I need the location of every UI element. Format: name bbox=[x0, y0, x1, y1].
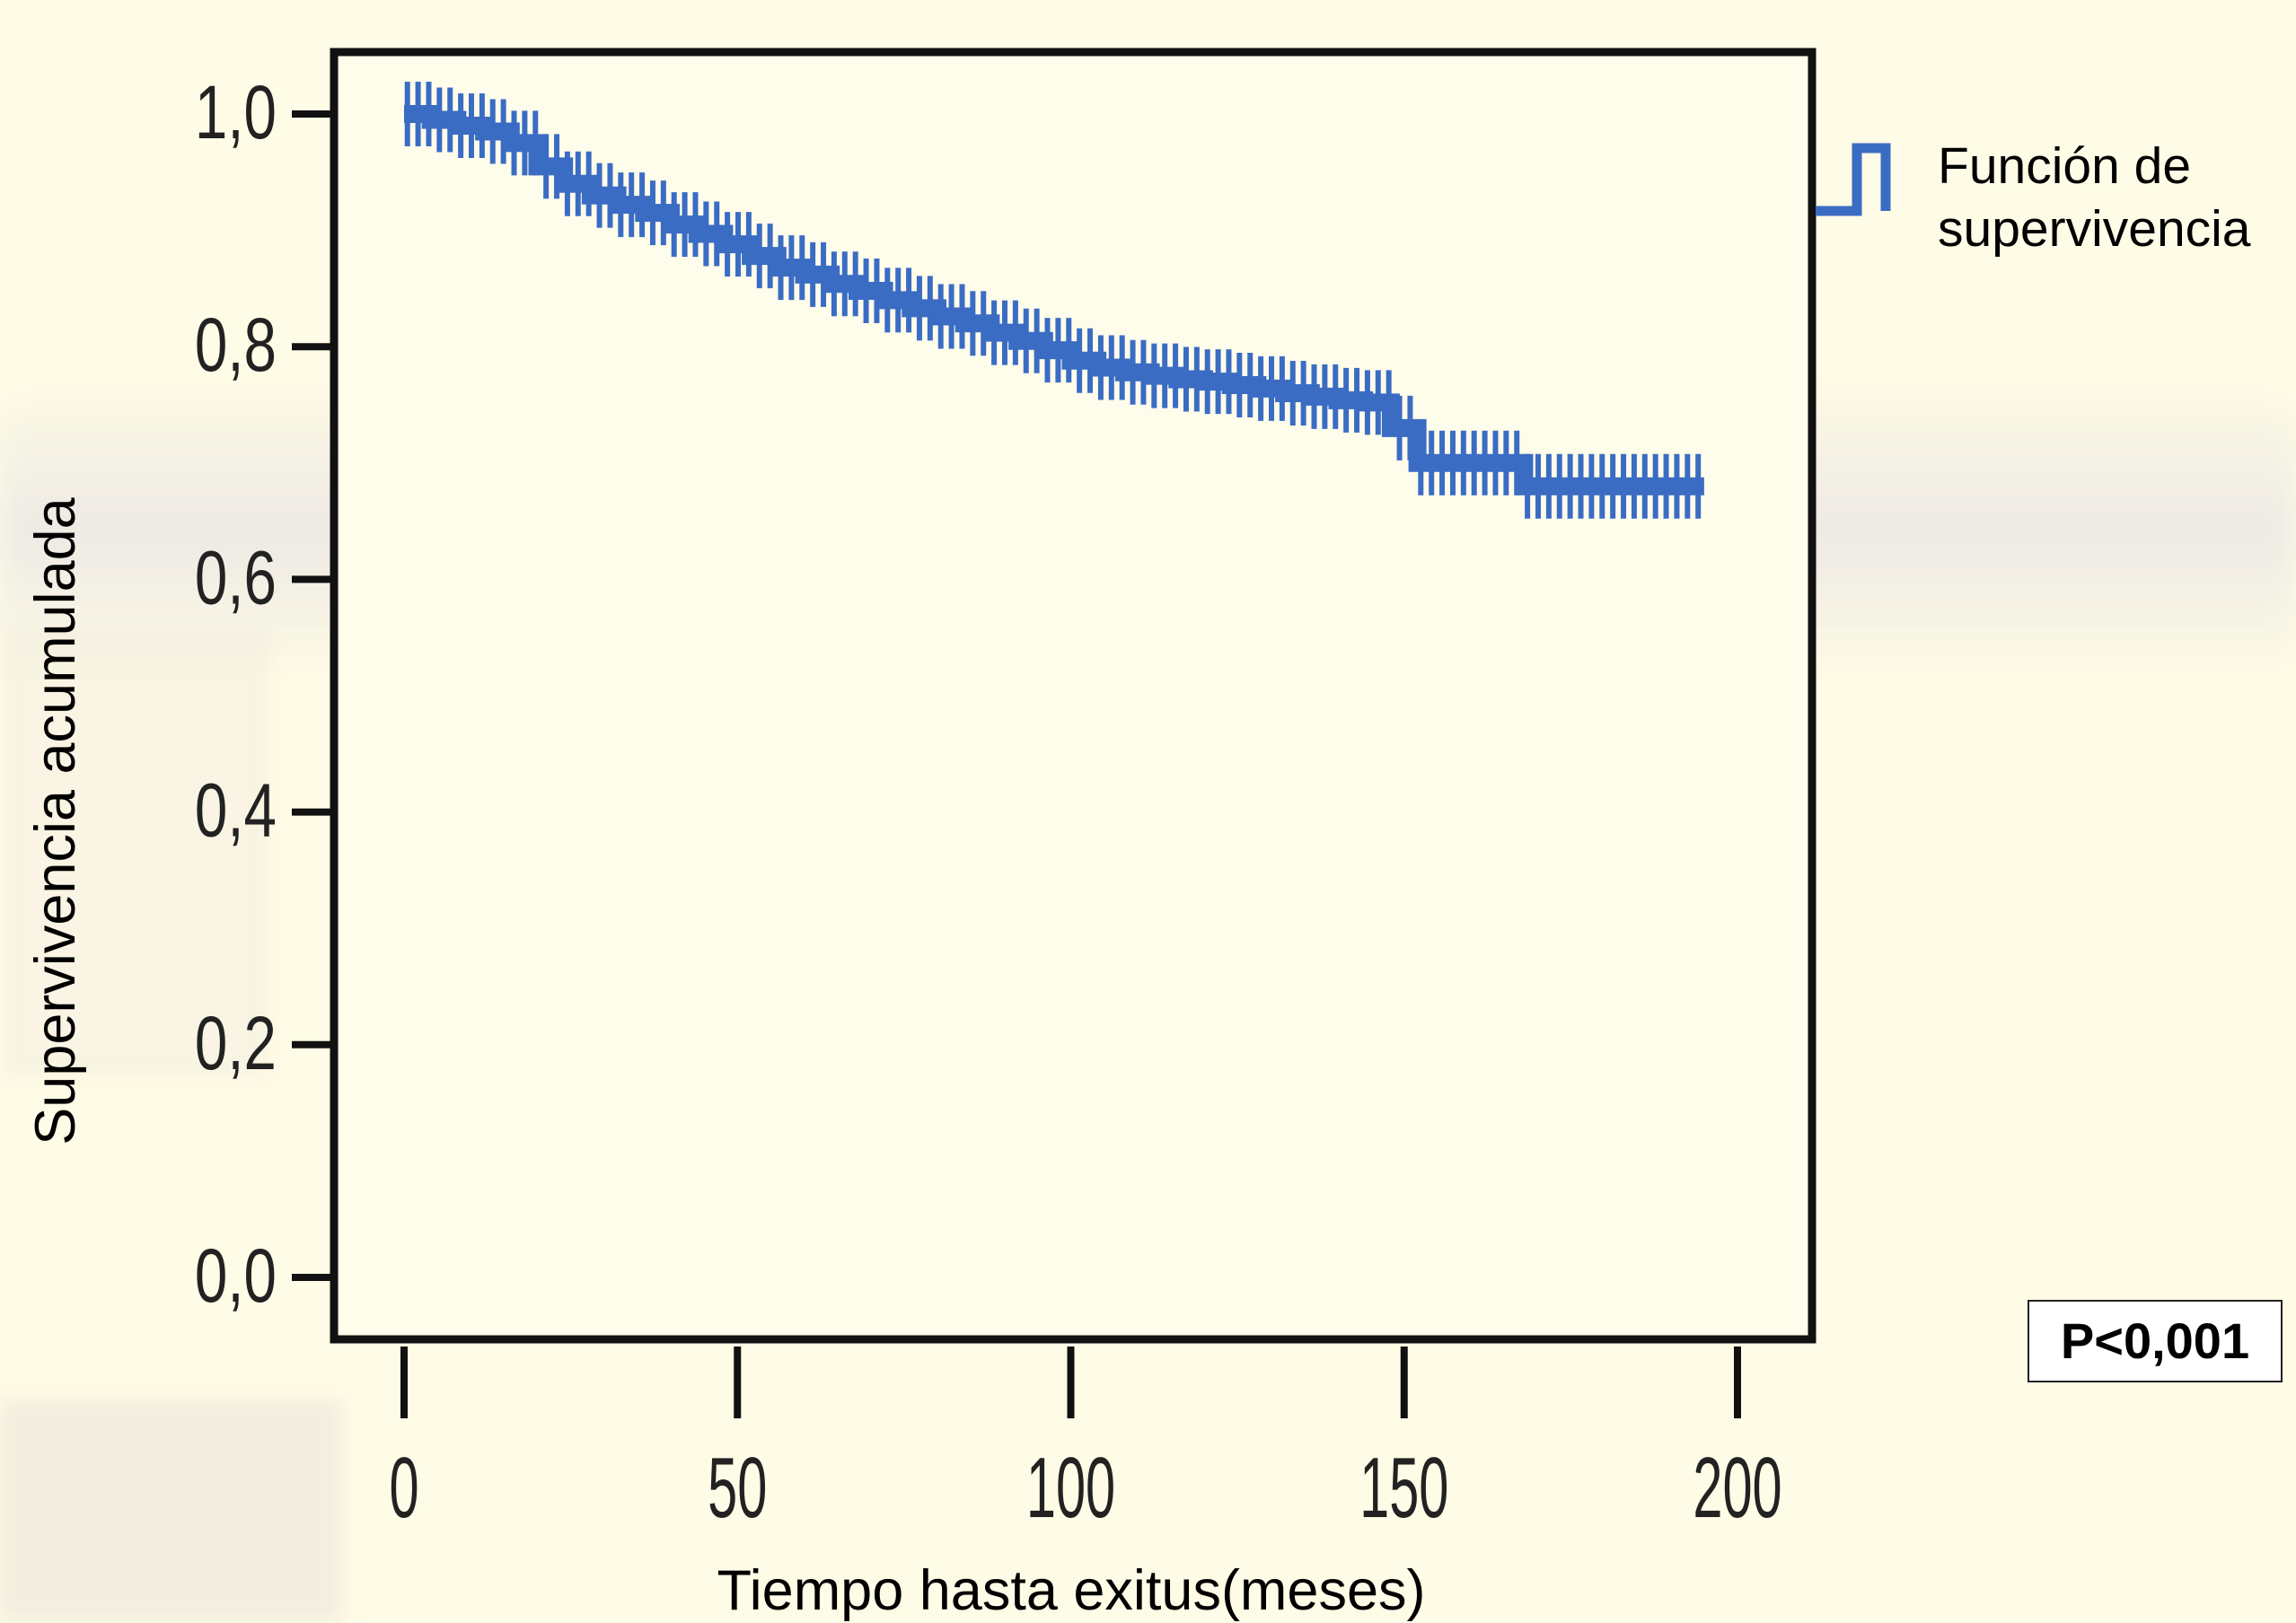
x-tick-label: 100 bbox=[1026, 1439, 1115, 1535]
legend-label: Función de supervivencia bbox=[1938, 135, 2288, 260]
x-tick-label: 0 bbox=[389, 1439, 418, 1535]
x-tick-label: 50 bbox=[708, 1439, 767, 1535]
background-shade bbox=[0, 1400, 341, 1620]
y-tick-label: 0,4 bbox=[195, 768, 277, 853]
background-shade bbox=[0, 628, 269, 1077]
p-value-box: P<0,001 bbox=[2028, 1300, 2283, 1382]
y-tick-label: 0,6 bbox=[195, 536, 277, 620]
y-tick-label: 0,8 bbox=[195, 303, 277, 387]
x-tick-label: 200 bbox=[1693, 1439, 1781, 1535]
y-tick-label: 1,0 bbox=[195, 70, 277, 154]
y-tick-label: 0,2 bbox=[195, 1001, 277, 1085]
legend-series-name: Función de supervivencia bbox=[1938, 137, 2251, 258]
y-axis-title: Supervivencia acumulada bbox=[24, 497, 87, 1145]
x-tick-label: 150 bbox=[1359, 1439, 1448, 1535]
y-tick-label: 0,0 bbox=[195, 1233, 277, 1318]
legend-swatch bbox=[1816, 143, 1891, 216]
x-axis-title: Tiempo hasta exitus(meses) bbox=[717, 1559, 1426, 1622]
plot-frame bbox=[330, 48, 1817, 1344]
